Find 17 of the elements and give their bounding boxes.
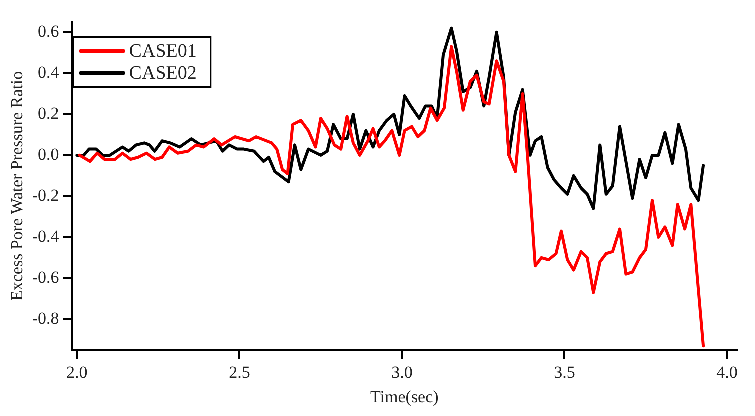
x-axis-title: Time(sec)	[370, 387, 439, 406]
y-tick-label: 0.2	[38, 104, 60, 123]
x-tick-label: 2.5	[229, 362, 250, 382]
y-tick-label: 0.0	[38, 144, 60, 164]
y-axis-title: Excess Pore Water Pressure Ratio	[8, 71, 27, 302]
legend-label: CASE02	[129, 63, 197, 84]
x-tick-label: 4.0	[716, 362, 738, 382]
x-tick-label: 3.5	[554, 362, 576, 382]
y-tick-label: -0.8	[32, 308, 60, 328]
y-tick-label: 0.6	[38, 22, 60, 41]
y-tick-label: -0.6	[32, 268, 60, 287]
legend-label: CASE01	[129, 41, 197, 62]
x-tick-label: 3.0	[392, 362, 413, 382]
x-tick-label: 2.0	[66, 362, 88, 382]
y-tick-label: 0.4	[38, 62, 60, 82]
y-tick-label: -0.4	[32, 226, 60, 246]
y-tick-label: -0.2	[32, 186, 60, 205]
